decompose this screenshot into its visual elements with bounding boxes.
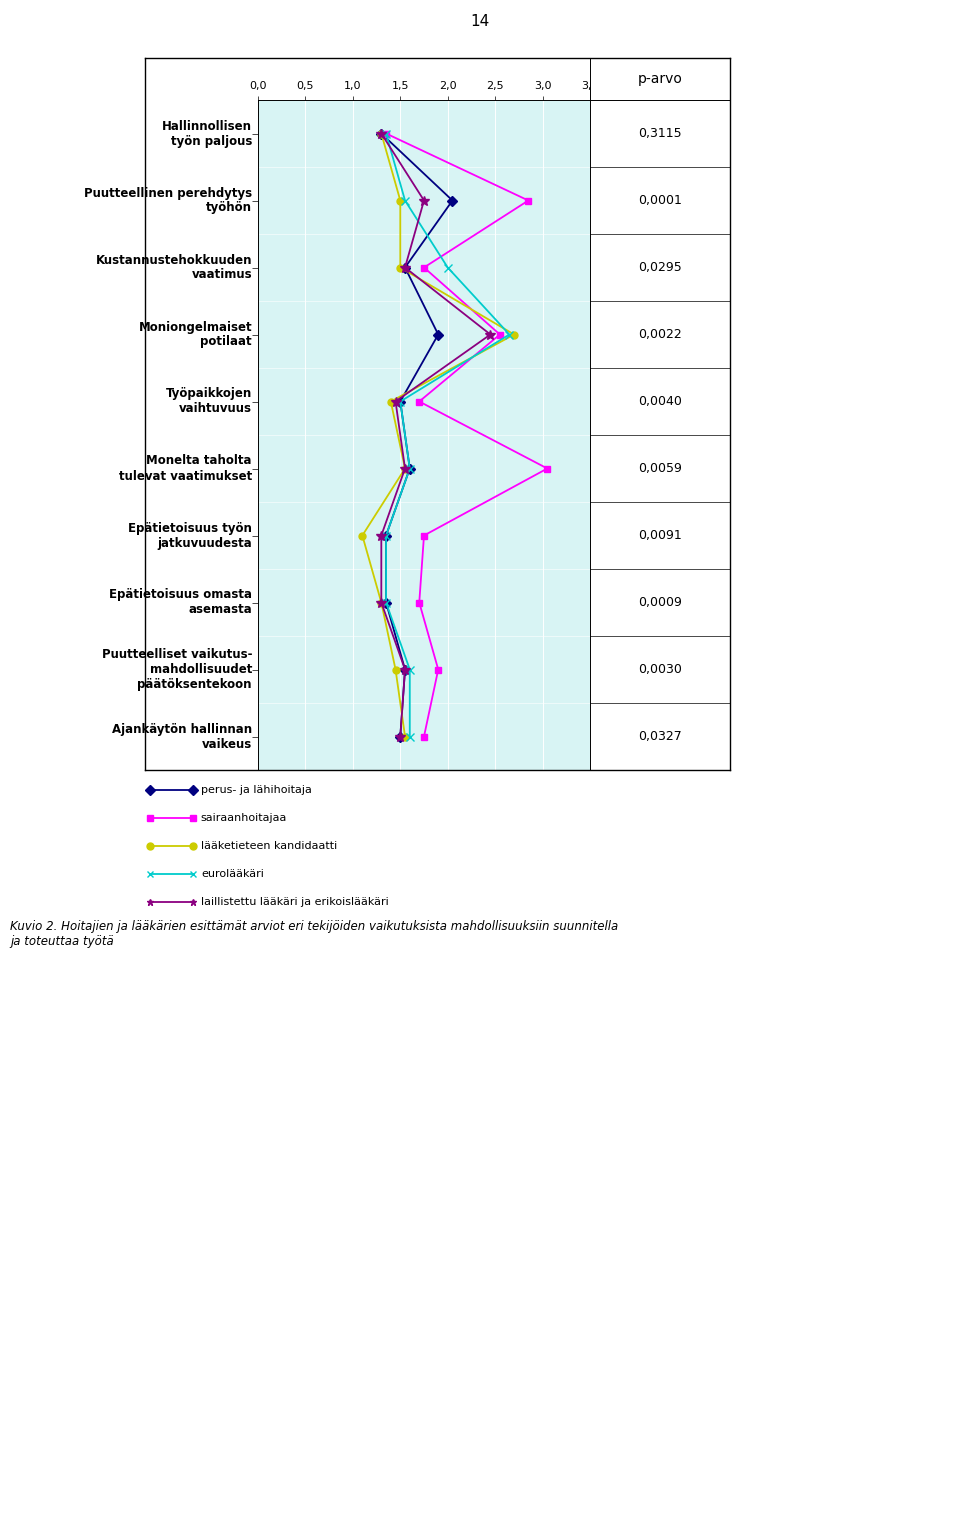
Text: p-arvo: p-arvo [637,71,683,86]
Text: Epätietoisuus omasta
asemasta: Epätietoisuus omasta asemasta [109,589,252,616]
Text: 0,0295: 0,0295 [638,261,682,275]
Text: perus- ja lähihoitaja: perus- ja lähihoitaja [201,784,312,795]
Text: 0,0030: 0,0030 [638,663,682,677]
Text: Työpaikkojen
vaihtuvuus: Työpaikkojen vaihtuvuus [166,387,252,416]
Text: Moniongelmaiset
potilaat: Moniongelmaiset potilaat [138,320,252,349]
Text: Epätietoisuus työn
jatkuvuudesta: Epätietoisuus työn jatkuvuudesta [128,522,252,549]
Text: Kuvio 2. Hoitajien ja lääkärien esittämät arviot eri tekijöiden vaikutuksista ma: Kuvio 2. Hoitajien ja lääkärien esittämä… [10,919,618,948]
Text: Monelta taholta
tulevat vaatimukset: Monelta taholta tulevat vaatimukset [119,455,252,482]
Text: 0,0091: 0,0091 [638,529,682,542]
Text: Ajankäytön hallinnan
vaikeus: Ajankäytön hallinnan vaikeus [112,722,252,751]
Text: sairaanhoitajaa: sairaanhoitajaa [201,813,287,824]
Text: 0,0022: 0,0022 [638,328,682,341]
Text: 0,0001: 0,0001 [638,194,682,206]
Text: lääketieteen kandidaatti: lääketieteen kandidaatti [201,840,337,851]
Text: 0,3115: 0,3115 [638,127,682,140]
Text: 0,0040: 0,0040 [638,394,682,408]
Text: Hallinnollisen
työn paljous: Hallinnollisen työn paljous [162,120,252,147]
Text: 0,0059: 0,0059 [638,463,682,475]
Text: Puutteellinen perehdytys
työhön: Puutteellinen perehdytys työhön [84,187,252,214]
Text: Puutteelliset vaikutus-
mahdollisuudet
päätöksentekoon: Puutteelliset vaikutus- mahdollisuudet p… [102,648,252,692]
Text: eurolääkäri: eurolääkäri [201,869,264,878]
Text: laillistettu lääkäri ja erikoislääkäri: laillistettu lääkäri ja erikoislääkäri [201,897,389,907]
Text: 14: 14 [470,15,490,29]
Text: Kustannustehokkuuden
vaatimus: Kustannustehokkuuden vaatimus [95,253,252,282]
Text: 0,0327: 0,0327 [638,730,682,743]
Text: 0,0009: 0,0009 [638,596,682,608]
